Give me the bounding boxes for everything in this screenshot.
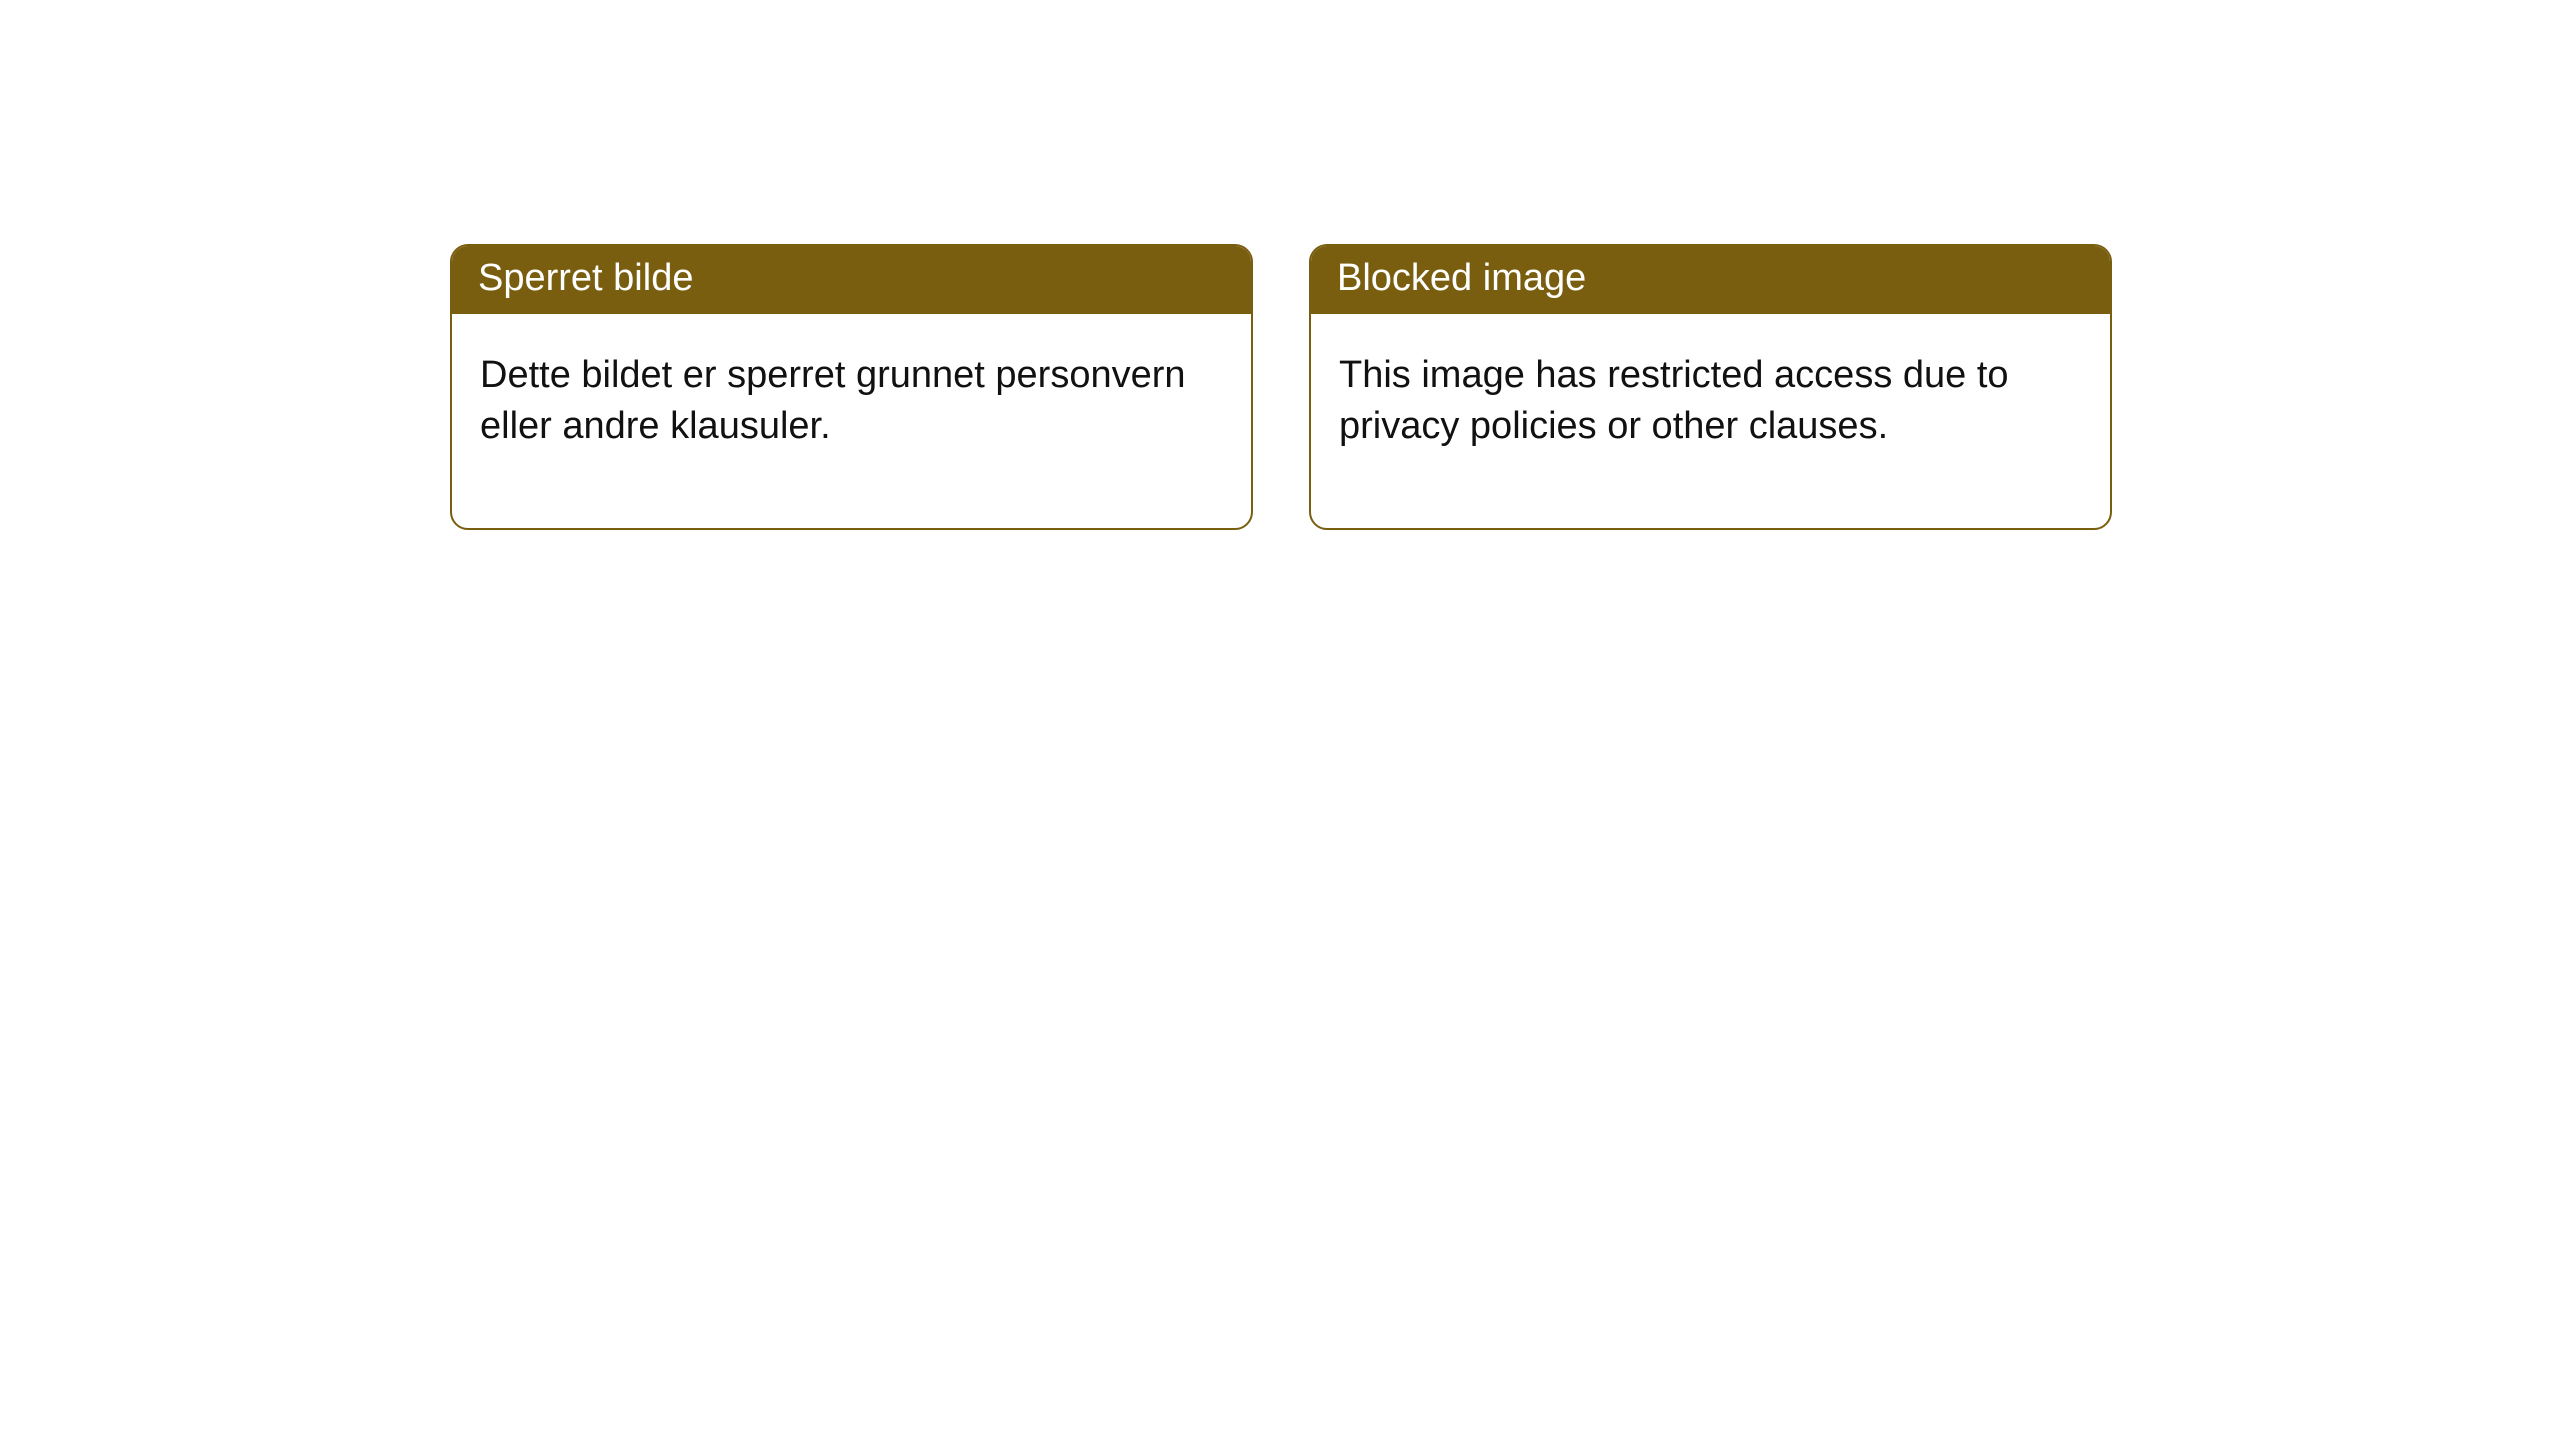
notice-container: Sperret bilde Dette bildet er sperret gr… — [0, 0, 2560, 530]
notice-title-no: Sperret bilde — [452, 246, 1251, 314]
notice-body-en: This image has restricted access due to … — [1311, 314, 2110, 529]
notice-card-no: Sperret bilde Dette bildet er sperret gr… — [450, 244, 1253, 530]
notice-card-en: Blocked image This image has restricted … — [1309, 244, 2112, 530]
notice-body-no: Dette bildet er sperret grunnet personve… — [452, 314, 1251, 529]
notice-title-en: Blocked image — [1311, 246, 2110, 314]
